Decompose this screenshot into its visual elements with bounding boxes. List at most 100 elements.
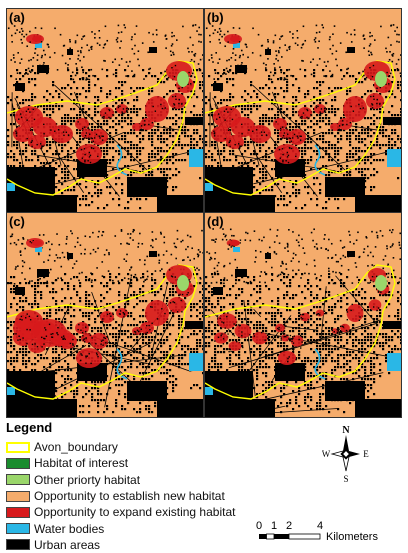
urban-block (325, 381, 365, 401)
urban-block (205, 195, 275, 213)
expand-habitat-top (230, 36, 240, 42)
scale-seg-1 (259, 534, 267, 539)
urban-block (15, 83, 25, 91)
legend-item-other-priority: Other priorty habitat (6, 472, 266, 488)
urban-block (7, 399, 77, 417)
panel-label-b: (b) (207, 10, 224, 25)
legend-label-water: Water bodies (34, 522, 104, 536)
urban-block (37, 269, 49, 277)
other-priority-habitat (375, 71, 387, 87)
urban-block (355, 195, 401, 213)
legend-label-habitat-of-interest: Habitat of interest (34, 456, 128, 470)
urban-block (67, 253, 73, 259)
north-arrow-icon: N S W E (322, 422, 370, 484)
legend-swatch-habitat-of-interest (6, 458, 30, 469)
compass-w: W (322, 449, 331, 459)
water-body (233, 247, 240, 252)
urban-block (157, 399, 203, 417)
legend-item-establish-new: Opportunity to establish new habitat (6, 488, 266, 504)
map-legend: Legend Avon_boundary Habitat of interest… (6, 420, 266, 553)
urban-block (265, 253, 271, 259)
panel-label-a: (a) (9, 10, 25, 25)
scale-tick-2: 2 (286, 520, 292, 532)
map-a (7, 9, 203, 213)
expand-habitat-top (32, 240, 42, 246)
legend-item-urban: Urban areas (6, 537, 266, 553)
legend-item-habitat-of-interest: Habitat of interest (6, 455, 266, 471)
urban-block (205, 167, 253, 197)
legend-swatch-urban (6, 539, 30, 550)
urban-block (383, 321, 401, 329)
urban-block (127, 177, 167, 197)
urban-block (15, 287, 25, 295)
urban-block (7, 167, 55, 197)
urban-block (149, 251, 157, 257)
urban-block (355, 399, 401, 417)
water-body (205, 183, 213, 191)
scale-tick-1: 1 (271, 520, 277, 532)
legend-label-other-priority: Other priorty habitat (34, 473, 140, 487)
scale-bar: 0 1 2 4 Kilometers (252, 516, 402, 550)
compass-e: E (363, 449, 369, 459)
map-panel-a: (a) (6, 8, 204, 214)
legend-swatch-other-priority (6, 474, 30, 485)
urban-block (7, 195, 77, 213)
urban-block (149, 47, 157, 53)
legend-swatch-water (6, 523, 30, 534)
other-priority-habitat (375, 275, 387, 291)
other-priority-habitat (177, 71, 189, 87)
scale-tick-4: 4 (317, 520, 323, 532)
compass-n: N (342, 425, 350, 436)
legend-label-expand-existing: Opportunity to expand existing habitat (34, 505, 235, 519)
scale-seg-2 (267, 534, 275, 539)
urban-block (7, 371, 55, 401)
map-panel-b: (b) (204, 8, 402, 214)
urban-block (383, 117, 401, 125)
urban-block (67, 49, 73, 55)
legend-label-establish-new: Opportunity to establish new habitat (34, 489, 225, 503)
legend-item-boundary: Avon_boundary (6, 439, 266, 455)
urban-block (213, 83, 223, 91)
map-panel-c: (c) (6, 212, 204, 418)
scale-seg-3 (274, 534, 289, 539)
panel-label-d: (d) (207, 214, 224, 229)
urban-block (127, 381, 167, 401)
urban-block (325, 177, 365, 197)
legend-item-expand-existing: Opportunity to expand existing habitat (6, 504, 266, 520)
water-body (205, 387, 213, 395)
urban-block (213, 287, 223, 295)
scale-tick-0: 0 (256, 520, 262, 532)
expand-habitat-top (32, 36, 42, 42)
water-body (387, 149, 401, 167)
urban-block (185, 117, 203, 125)
legend-swatch-establish-new (6, 491, 30, 502)
urban-block (275, 363, 305, 381)
urban-block (265, 49, 271, 55)
expand-habitat-top (230, 240, 240, 246)
scale-seg-4 (289, 534, 320, 539)
water-body (387, 353, 401, 371)
map-d (205, 213, 401, 417)
water-body (189, 149, 203, 167)
compass-s: S (343, 474, 348, 484)
urban-block (205, 371, 253, 401)
urban-block (205, 399, 275, 417)
urban-block (235, 269, 247, 277)
urban-block (185, 321, 203, 329)
scale-unit: Kilometers (326, 531, 378, 543)
other-priority-habitat (177, 275, 189, 291)
water-body (7, 183, 15, 191)
legend-title: Legend (6, 420, 266, 435)
map-b (205, 9, 401, 213)
panel-label-c: (c) (9, 214, 25, 229)
legend-label-boundary: Avon_boundary (34, 440, 118, 454)
map-panel-d: (d) (204, 212, 402, 418)
urban-block (347, 47, 355, 53)
urban-block (37, 65, 49, 73)
urban-block (347, 251, 355, 257)
map-c (7, 213, 203, 417)
water-body (189, 353, 203, 371)
urban-block (157, 195, 203, 213)
urban-block (235, 65, 247, 73)
legend-item-water: Water bodies (6, 520, 266, 536)
